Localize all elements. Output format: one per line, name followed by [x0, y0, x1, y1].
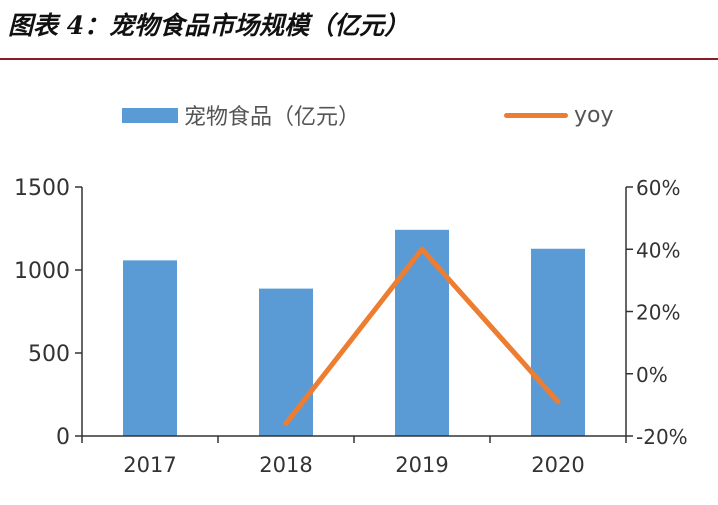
bar-2017 — [123, 260, 177, 436]
y-left-tick-label: 1000 — [14, 259, 70, 284]
title-divider — [0, 58, 718, 60]
y-left-tick-label: 0 — [56, 425, 70, 450]
x-tick-label-2017: 2017 — [123, 453, 176, 477]
bar-2019 — [395, 229, 449, 436]
yoy-point-2018 — [283, 421, 289, 427]
legend-label-bars: 宠物食品（亿元） — [184, 105, 361, 130]
y-left-tick-label: 1500 — [14, 176, 70, 201]
y-right-tick-label: 0% — [636, 363, 668, 387]
x-tick-label-2018: 2018 — [259, 453, 312, 477]
bar-2020 — [531, 248, 585, 436]
x-tick-label-2020: 2020 — [531, 453, 584, 477]
yoy-point-2019 — [419, 246, 425, 252]
y-right-tick-label: -20% — [636, 425, 688, 449]
figure-title: 图表 4：宠物食品市场规模（亿元） — [8, 11, 410, 40]
y-right-tick-label: 40% — [636, 238, 680, 262]
x-tick-label-2019: 2019 — [395, 453, 448, 477]
legend-swatch-bar — [122, 107, 178, 123]
legend-item-bars: 宠物食品（亿元） — [122, 100, 360, 130]
y-left-tick-label: 500 — [28, 342, 70, 367]
legend-item-line: yoy — [504, 100, 614, 130]
yoy-point-2020 — [555, 399, 561, 405]
y-right-tick-label: 20% — [636, 301, 680, 325]
legend-swatch-line — [504, 112, 568, 118]
y-right-tick-label: 60% — [636, 176, 680, 200]
legend-label-line: yoy — [574, 102, 614, 128]
bar-2018 — [259, 288, 313, 436]
